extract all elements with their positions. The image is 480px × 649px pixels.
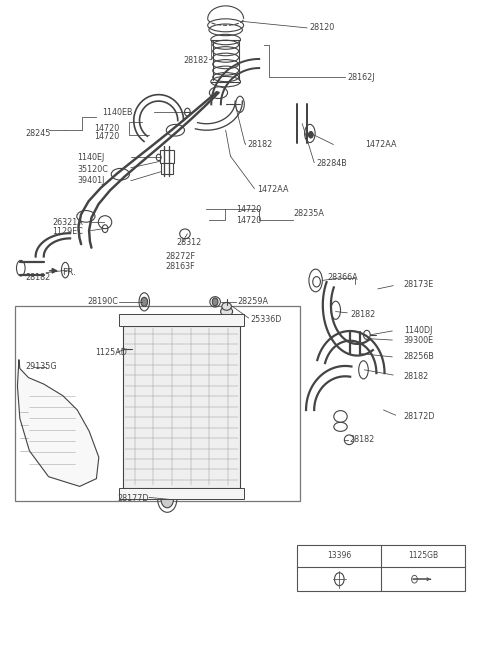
Text: 13396: 13396 <box>327 552 351 560</box>
Text: 28173E: 28173E <box>404 280 434 289</box>
Text: 28182: 28182 <box>184 56 209 66</box>
Text: 39401J: 39401J <box>77 177 105 185</box>
Text: 28177D: 28177D <box>118 493 149 502</box>
Bar <box>298 545 465 591</box>
Text: 1129EC: 1129EC <box>52 227 83 236</box>
Bar <box>123 326 240 487</box>
Text: 14720: 14720 <box>236 204 262 214</box>
Text: 14720: 14720 <box>94 125 119 134</box>
Text: 28259A: 28259A <box>237 297 268 306</box>
Ellipse shape <box>221 307 233 317</box>
Circle shape <box>141 297 148 306</box>
Text: 28190C: 28190C <box>88 297 119 306</box>
Ellipse shape <box>222 302 231 310</box>
Text: 28162J: 28162J <box>348 73 375 82</box>
Text: 28182: 28182 <box>404 372 429 381</box>
Text: FR.: FR. <box>62 268 76 277</box>
Text: 28182: 28182 <box>349 435 374 445</box>
Text: 39300E: 39300E <box>404 336 434 345</box>
Text: 28245: 28245 <box>25 129 51 138</box>
Text: 28182: 28182 <box>25 273 51 282</box>
Text: 28120: 28120 <box>310 23 335 32</box>
Text: 1125AD: 1125AD <box>96 349 127 358</box>
Text: 28312: 28312 <box>177 238 202 247</box>
Circle shape <box>161 491 173 508</box>
Text: 1472AA: 1472AA <box>365 140 397 149</box>
Text: 14720: 14720 <box>236 215 262 225</box>
Text: 26321A: 26321A <box>52 217 83 227</box>
Text: 28366A: 28366A <box>327 273 358 282</box>
Text: 1472AA: 1472AA <box>257 186 288 194</box>
Text: 14720: 14720 <box>94 132 119 141</box>
Bar <box>15 306 300 500</box>
Text: 28182: 28182 <box>350 310 375 319</box>
Bar <box>159 150 174 163</box>
Polygon shape <box>17 360 99 486</box>
Text: 28256B: 28256B <box>404 352 434 361</box>
Text: 28235A: 28235A <box>294 209 324 218</box>
Text: 29135G: 29135G <box>25 362 57 371</box>
Text: 25336D: 25336D <box>251 315 282 324</box>
Circle shape <box>309 132 313 138</box>
Bar <box>160 163 173 174</box>
Circle shape <box>212 298 218 306</box>
Text: 1140EB: 1140EB <box>102 108 132 117</box>
Text: 1125GB: 1125GB <box>408 552 438 560</box>
Text: 1140DJ: 1140DJ <box>404 326 432 336</box>
Text: 28172D: 28172D <box>404 412 435 421</box>
Bar <box>119 487 244 499</box>
Text: 28163F: 28163F <box>166 262 195 271</box>
Bar <box>119 314 244 326</box>
Text: 28284B: 28284B <box>317 160 348 168</box>
Text: 35120C: 35120C <box>77 165 108 173</box>
Text: 28272F: 28272F <box>166 252 196 261</box>
Text: 28182: 28182 <box>247 140 273 149</box>
Text: 1140EJ: 1140EJ <box>77 153 105 162</box>
